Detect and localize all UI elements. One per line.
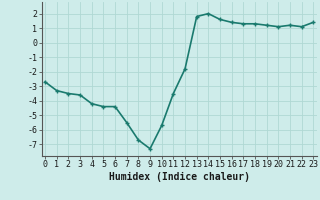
X-axis label: Humidex (Indice chaleur): Humidex (Indice chaleur) xyxy=(109,172,250,182)
